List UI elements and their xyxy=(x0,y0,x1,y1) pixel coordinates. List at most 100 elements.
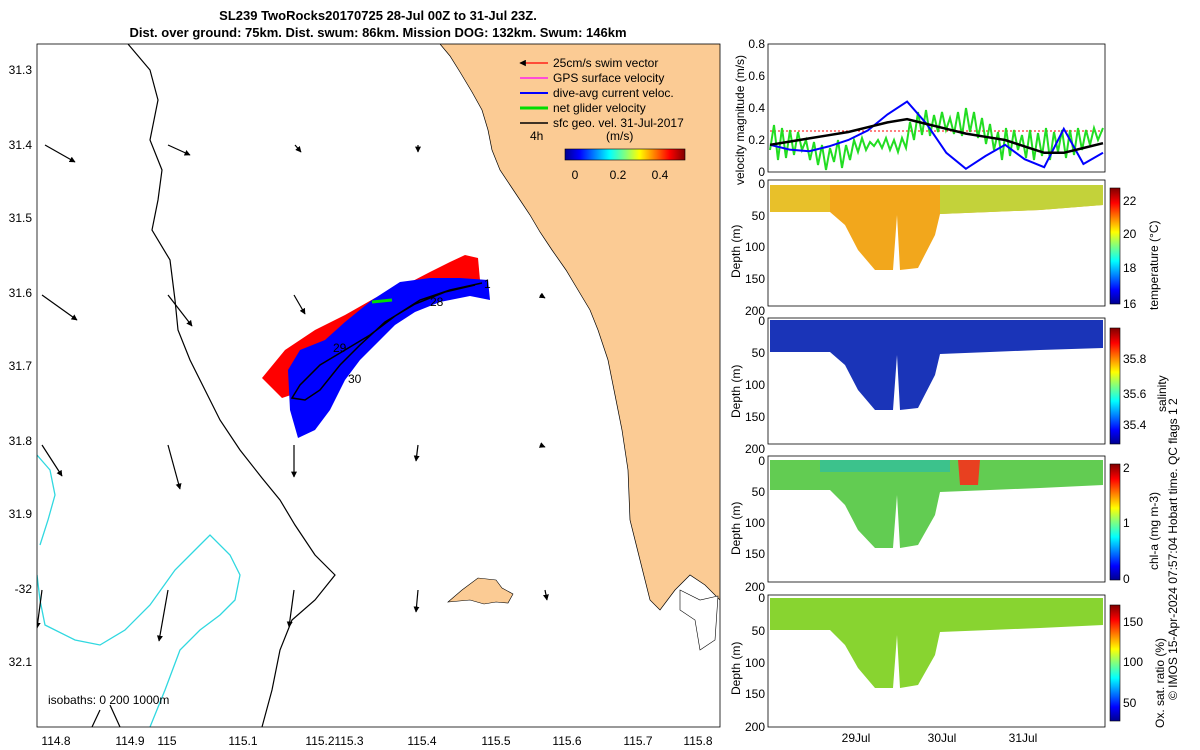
ox-y-tick: 200 xyxy=(745,720,765,734)
map-y-tick: -32 xyxy=(15,582,33,596)
salinity-panel: 0 50 100 150 200 Depth (m) 35.8 35.6 35.… xyxy=(729,314,1169,456)
day-label-30: 30 xyxy=(348,372,362,386)
sal-y-label: Depth (m) xyxy=(729,365,743,418)
chl-c-label: chl-a (mg m-3) xyxy=(1147,492,1161,570)
colorbar-tick: 0 xyxy=(572,168,579,182)
chl-y-tick: 100 xyxy=(745,516,765,530)
ox-y-tick: 0 xyxy=(758,591,765,605)
glider-track xyxy=(290,282,483,401)
map-legend: 25cm/s swim vector GPS surface velocity … xyxy=(519,56,686,182)
vel-series-dive xyxy=(769,100,1104,171)
temp-y-tick: 0 xyxy=(758,177,765,191)
chl-y-tick: 0 xyxy=(758,454,765,468)
map-y-tick: 31.7 xyxy=(9,359,33,373)
time-label: 30Jul xyxy=(928,731,957,745)
chl-y-tick: 150 xyxy=(745,547,765,561)
temp-y-tick: 50 xyxy=(752,209,766,223)
temp-y-label: Depth (m) xyxy=(729,225,743,278)
vel-y-tick: 0.2 xyxy=(748,133,765,147)
map-x-tick: 115.2 xyxy=(305,734,334,748)
vel-y-label: velocity magnitude (m/s) xyxy=(733,55,747,185)
map-x-tick: 115 xyxy=(157,734,176,748)
oxygen-y-axis: 0 50 100 150 200 xyxy=(745,591,765,734)
isobath-200 xyxy=(91,704,121,727)
credit-text: © IMOS 15-Apr-2024 07:57:04 Hobart time.… xyxy=(1166,398,1180,700)
green-speed-oscillation xyxy=(769,107,1104,171)
chl-y-tick: 200 xyxy=(745,580,765,594)
day-label-29: 29 xyxy=(333,341,347,355)
island xyxy=(447,577,514,605)
sal-y-tick: 100 xyxy=(745,378,765,392)
net-velocity-arrow xyxy=(371,298,393,304)
sal-colorbar xyxy=(1109,327,1121,445)
map-x-tick: 115.4 xyxy=(407,734,436,748)
time-label: 31Jul xyxy=(1009,731,1038,745)
map-x-tick: 115.5 xyxy=(481,734,510,748)
time-step-label: 4h xyxy=(530,129,543,143)
vel-y-tick: 0.6 xyxy=(748,69,765,83)
sal-y-tick: 50 xyxy=(752,346,766,360)
map-x-tick: 115.8 xyxy=(683,734,712,748)
oxygen-panel: 0 50 100 150 200 Depth (m) 150 100 50 Ox… xyxy=(729,591,1167,734)
ox-y-tick: 50 xyxy=(752,624,766,638)
coastline xyxy=(439,44,720,611)
map-y-tick: 31.6 xyxy=(9,286,33,300)
ox-c-tick: 50 xyxy=(1123,696,1137,710)
geo-vector-field xyxy=(37,144,549,642)
temp-c-label: temperature (°C) xyxy=(1147,221,1161,311)
isobath-label: isobaths: 0 200 1000m xyxy=(48,693,169,707)
map-y-tick: 32.1 xyxy=(9,655,33,669)
sal-y-tick: 0 xyxy=(758,314,765,328)
ox-c-tick: 150 xyxy=(1123,615,1143,629)
colorbar-title: (m/s) xyxy=(606,129,633,143)
chla-blue-region xyxy=(820,460,950,472)
vel-y-tick: 0.4 xyxy=(748,101,765,115)
legend-gps-velocity: GPS surface velocity xyxy=(553,71,664,85)
ox-c-tick: 100 xyxy=(1123,655,1143,669)
day-label-28: 28 xyxy=(430,295,444,309)
map-y-tick: 31.8 xyxy=(9,434,33,448)
temp-c-tick: 16 xyxy=(1123,297,1137,311)
vel-y-tick: 0.8 xyxy=(748,37,765,51)
temp-y-tick: 200 xyxy=(745,304,765,318)
temp-y-tick: 150 xyxy=(745,272,765,286)
map-x-tick: 115.7 xyxy=(623,734,652,748)
temp-c-tick: 18 xyxy=(1123,261,1137,275)
sal-y-tick: 200 xyxy=(745,442,765,456)
salinity-section xyxy=(770,320,1103,410)
chla-section xyxy=(770,460,1103,548)
vel-series-geo xyxy=(769,117,1104,155)
map-x-tick: 115.6 xyxy=(552,734,581,748)
map-y-tick: 31.5 xyxy=(9,211,33,225)
legend-geo-velocity: sfc geo. vel. 31-Jul-2017 xyxy=(553,116,684,130)
temperature-panel: 0 50 100 150 200 Depth (m) 22 20 18 16 t… xyxy=(729,177,1161,318)
chl-y-label: Depth (m) xyxy=(729,502,743,555)
sal-c-tick: 35.4 xyxy=(1123,418,1147,432)
velocity-panel: 0 0.2 0.4 0.6 0.8 velocity magnitude (m/… xyxy=(733,37,1106,185)
oxygen-section xyxy=(770,598,1103,688)
time-axis: 29Jul 30Jul 31Jul xyxy=(842,731,1038,745)
legend-net-velocity: net glider velocity xyxy=(553,101,646,115)
map-x-axis: 114.8 114.9 115 115.1 115.2 115.3 115.4 … xyxy=(41,734,712,748)
map-y-tick: 31.9 xyxy=(9,507,33,521)
sal-c-tick: 35.8 xyxy=(1123,352,1147,366)
speed-colorbar xyxy=(564,148,686,161)
chl-c-tick: 1 xyxy=(1123,516,1130,530)
map-y-axis: 31.3 31.4 31.5 31.6 31.7 31.8 31.9 -32 3… xyxy=(9,63,33,669)
sal-c-label: salinity xyxy=(1155,375,1169,412)
salinity-y-axis: 0 50 100 150 200 xyxy=(745,314,765,456)
map-panel: 28 29 30 1 114.8 114.9 115 115.1 115.2 1… xyxy=(9,43,721,748)
land-mass xyxy=(440,44,720,727)
temperature-y-axis: 0 50 100 150 200 xyxy=(745,177,765,318)
map-y-tick: 31.3 xyxy=(9,63,33,77)
chl-colorbar xyxy=(1109,463,1121,581)
temp-c-tick: 22 xyxy=(1123,194,1137,208)
legend-swim-vector: 25cm/s swim vector xyxy=(553,56,658,70)
sal-c-tick: 35.6 xyxy=(1123,387,1147,401)
dive-current-band xyxy=(288,278,490,438)
chl-c-tick: 0 xyxy=(1123,572,1130,586)
ox-y-tick: 100 xyxy=(745,656,765,670)
isobath-0 xyxy=(127,44,336,727)
ox-colorbar xyxy=(1109,604,1121,722)
